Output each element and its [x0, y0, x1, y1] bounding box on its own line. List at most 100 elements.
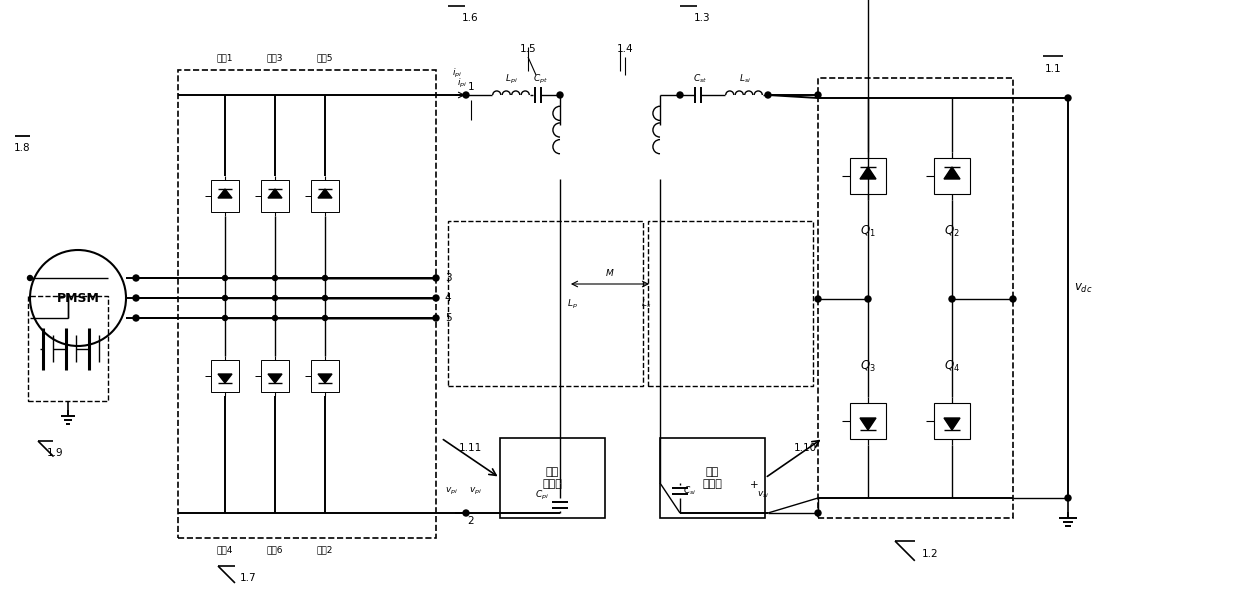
Text: 4: 4: [445, 293, 451, 303]
Text: +: +: [750, 480, 759, 490]
Circle shape: [463, 92, 469, 98]
Text: $L_p$: $L_p$: [567, 297, 578, 311]
Text: $Q_1$: $Q_1$: [861, 224, 875, 238]
Bar: [29, 296, 108, 401]
Polygon shape: [268, 374, 281, 383]
Circle shape: [322, 296, 327, 300]
Text: 桥臂2: 桥臂2: [316, 545, 334, 554]
Bar: [934, 403, 970, 439]
Text: 1.4: 1.4: [616, 44, 634, 54]
Circle shape: [815, 510, 821, 516]
Bar: [260, 180, 289, 212]
Bar: [660, 438, 765, 518]
Circle shape: [1011, 296, 1016, 302]
Circle shape: [1065, 495, 1071, 501]
Polygon shape: [218, 374, 232, 383]
Circle shape: [866, 296, 870, 302]
Polygon shape: [317, 374, 332, 383]
Text: 桥臂6: 桥臂6: [267, 545, 283, 554]
Circle shape: [1065, 95, 1071, 101]
Circle shape: [322, 315, 327, 321]
Circle shape: [322, 275, 327, 281]
Circle shape: [222, 275, 227, 281]
Text: 1.3: 1.3: [693, 13, 711, 23]
Bar: [211, 180, 239, 212]
Circle shape: [815, 296, 821, 302]
Bar: [849, 158, 887, 194]
Circle shape: [677, 92, 683, 98]
Text: $L_{si}$: $L_{si}$: [739, 73, 751, 85]
Text: 桥臂3: 桥臂3: [267, 54, 283, 63]
Text: 副边
控制器: 副边 控制器: [702, 467, 722, 489]
Bar: [311, 360, 339, 392]
Text: $C_{si}$: $C_{si}$: [683, 485, 697, 497]
Circle shape: [433, 315, 439, 321]
Circle shape: [133, 275, 139, 281]
Text: 1: 1: [467, 82, 475, 92]
Circle shape: [273, 315, 278, 321]
Circle shape: [273, 275, 278, 281]
Text: 桥臂4: 桥臂4: [217, 545, 233, 554]
Bar: [448, 221, 644, 386]
Text: 3: 3: [445, 273, 451, 283]
Text: 桥臂5: 桥臂5: [316, 54, 334, 63]
Polygon shape: [218, 189, 232, 198]
Bar: [934, 158, 970, 194]
Circle shape: [222, 296, 227, 300]
Text: 桥臂1: 桥臂1: [217, 54, 233, 63]
Text: 1.9: 1.9: [47, 448, 63, 458]
Circle shape: [433, 295, 439, 301]
Text: $Q_3$: $Q_3$: [861, 358, 875, 374]
Text: 1.10: 1.10: [794, 443, 817, 453]
Circle shape: [27, 275, 32, 281]
Text: 5: 5: [445, 313, 451, 323]
Text: $i_{pi}$: $i_{pi}$: [453, 66, 463, 79]
Circle shape: [273, 296, 278, 300]
Text: $C_{pi}$: $C_{pi}$: [534, 489, 549, 502]
Polygon shape: [317, 189, 332, 198]
Bar: [649, 221, 813, 386]
Text: 2: 2: [467, 516, 475, 526]
Circle shape: [133, 295, 139, 301]
Text: PMSM: PMSM: [57, 291, 99, 305]
Bar: [260, 360, 289, 392]
Circle shape: [815, 92, 821, 98]
Text: $C_{st}$: $C_{st}$: [693, 73, 707, 85]
Polygon shape: [944, 418, 960, 430]
Text: 原边
控制器: 原边 控制器: [542, 467, 562, 489]
Bar: [211, 360, 239, 392]
Text: $i_{pi}$: $i_{pi}$: [456, 76, 467, 89]
Text: 1.7: 1.7: [239, 573, 257, 583]
Text: $Q_4$: $Q_4$: [944, 358, 960, 374]
Circle shape: [433, 275, 439, 281]
Text: $Q_2$: $Q_2$: [944, 224, 960, 238]
Text: 1.11: 1.11: [459, 443, 481, 453]
Text: 1.1: 1.1: [1044, 64, 1061, 74]
Circle shape: [463, 510, 469, 516]
Bar: [179, 70, 436, 538]
Bar: [849, 403, 887, 439]
Text: $L_s$: $L_s$: [641, 298, 651, 311]
Circle shape: [133, 315, 139, 321]
Polygon shape: [861, 167, 875, 179]
Bar: [818, 78, 1013, 518]
Circle shape: [765, 92, 771, 98]
Text: $v_{si}$: $v_{si}$: [756, 490, 769, 500]
Circle shape: [949, 296, 955, 302]
Text: $v_{pi}$: $v_{pi}$: [470, 486, 482, 496]
Text: $v_{pi}$: $v_{pi}$: [445, 486, 459, 496]
Polygon shape: [268, 189, 281, 198]
Text: $C_{pt}$: $C_{pt}$: [532, 73, 548, 86]
Text: 1.8: 1.8: [14, 143, 30, 153]
Polygon shape: [861, 418, 875, 430]
Circle shape: [222, 315, 227, 321]
Text: $v_{dc}$: $v_{dc}$: [1074, 281, 1092, 294]
Text: 1.5: 1.5: [520, 44, 537, 54]
Text: $M$: $M$: [605, 266, 615, 278]
Circle shape: [557, 92, 563, 98]
Bar: [311, 180, 339, 212]
Polygon shape: [944, 167, 960, 179]
Text: 1.2: 1.2: [921, 549, 939, 559]
Text: 1.6: 1.6: [461, 13, 479, 23]
Bar: [500, 438, 605, 518]
